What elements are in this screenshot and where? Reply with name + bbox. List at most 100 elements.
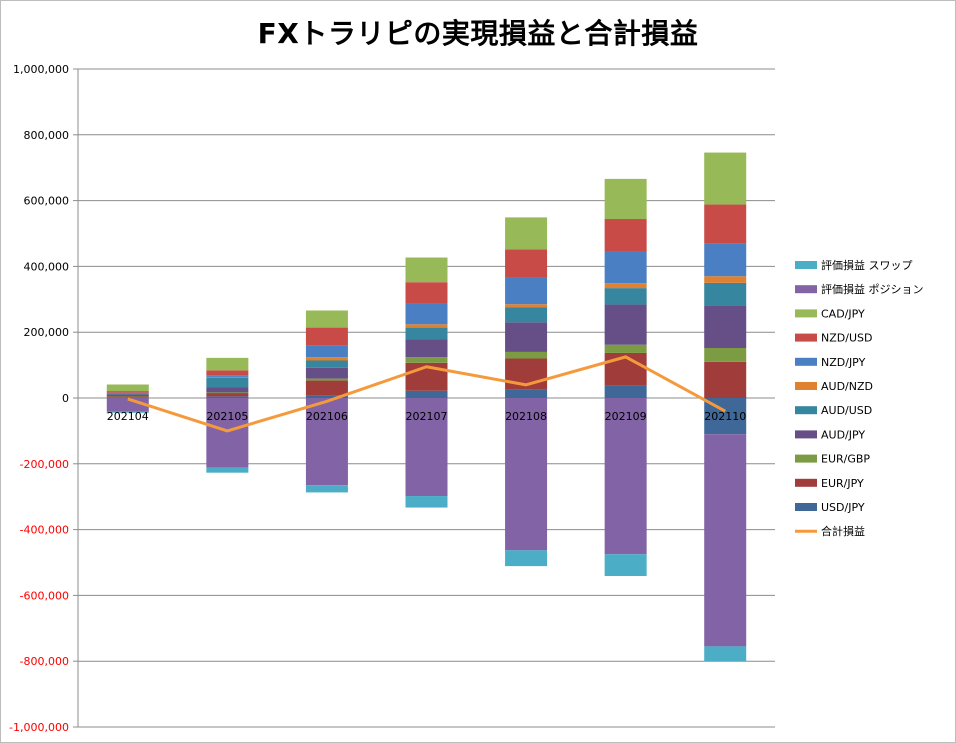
y-tick-label: 0: [62, 392, 69, 405]
bar-segment: [405, 398, 448, 497]
bar-segment: [604, 554, 647, 576]
bar-segment: [206, 387, 249, 393]
bar-segment: [405, 324, 448, 328]
bar-segment: [704, 434, 747, 647]
legend-swatch: [795, 261, 817, 269]
legend-swatch: [795, 478, 817, 487]
bar-segment: [106, 396, 149, 398]
x-tick-label: 202110: [704, 410, 746, 423]
bar-segment: [704, 361, 747, 398]
bar-segment: [305, 380, 348, 396]
bar-segment: [704, 276, 747, 283]
bar-segment: [305, 378, 348, 381]
y-tick-label: 800,000: [24, 129, 70, 142]
bar-segment: [305, 367, 348, 379]
x-tick-label: 202109: [605, 410, 647, 423]
legend-label: USD/JPY: [821, 501, 865, 514]
bar-segment: [106, 391, 149, 393]
bar-segment: [704, 347, 747, 362]
bar-segment: [106, 394, 149, 397]
bar-segment: [206, 396, 249, 398]
y-tick-label: 600,000: [24, 195, 70, 208]
bar-segment: [604, 304, 647, 345]
y-tick-label: 200,000: [24, 326, 70, 339]
bar-segment: [505, 249, 548, 278]
bar-segment: [206, 393, 249, 397]
bar-segment: [305, 357, 348, 361]
y-tick-label: -400,000: [20, 524, 69, 537]
bar-segment: [604, 398, 647, 555]
legend-label: AUD/JPY: [821, 428, 865, 441]
bar-segment: [206, 377, 249, 388]
legend-label: 合計損益: [821, 524, 865, 538]
bar-segment: [305, 327, 348, 346]
bar-segment: [305, 345, 348, 358]
legend-swatch: [795, 454, 817, 463]
bar-segment: [505, 389, 548, 398]
bar-segment: [305, 310, 348, 328]
bar-segment: [206, 467, 249, 473]
legend-label: 評価損益 ポジション: [821, 282, 924, 296]
bar-segment: [704, 152, 747, 205]
x-tick-label: 202107: [406, 410, 448, 423]
bar-segment: [405, 257, 448, 283]
y-tick-label: 400,000: [24, 260, 70, 273]
bar-segment: [604, 288, 647, 305]
legend-swatch: [795, 503, 817, 511]
legend-swatch: [795, 430, 817, 439]
bar-segment: [505, 307, 548, 323]
legend-swatch: [795, 382, 817, 390]
y-tick-label: 1,000,000: [13, 63, 69, 76]
bar-segment: [505, 322, 548, 352]
x-tick-label: 202108: [505, 410, 547, 423]
bar-segment: [405, 496, 448, 508]
legend-label: 評価損益 スワップ: [821, 258, 913, 272]
legend-swatch: [795, 309, 817, 318]
bar-segment: [206, 375, 249, 377]
bar-segment: [106, 393, 149, 395]
x-tick-label: 202105: [206, 410, 248, 423]
bar-segment: [505, 351, 548, 359]
y-tick-label: -600,000: [20, 589, 69, 602]
bar-segment: [505, 398, 548, 551]
legend-label: NZD/USD: [821, 332, 872, 345]
legend-label: EUR/GBP: [821, 453, 870, 466]
bar-segment: [604, 219, 647, 252]
bar-segment: [604, 344, 647, 353]
bar-segment: [405, 303, 448, 325]
bar-segment: [604, 178, 647, 220]
bar-segment: [305, 395, 348, 398]
legend-swatch: [795, 285, 817, 294]
legend-label: NZD/JPY: [821, 356, 866, 369]
bar-segment: [106, 392, 149, 394]
bar-segment: [405, 327, 448, 340]
bar-segment: [505, 550, 548, 567]
bar-segment: [206, 357, 249, 371]
y-tick-label: -1,000,000: [9, 721, 69, 734]
legend-label: AUD/USD: [821, 404, 872, 417]
bar-segment: [106, 411, 149, 413]
bar-segment: [405, 390, 448, 398]
bar-segment: [106, 384, 149, 392]
legend-label: CAD/JPY: [821, 307, 865, 320]
bar-segment: [704, 282, 747, 306]
bar-segment: [704, 243, 747, 277]
bar-segment: [604, 251, 647, 284]
bar-segment: [704, 305, 747, 348]
legend-swatch: [795, 333, 817, 342]
bar-segment: [106, 396, 149, 397]
bar-segment: [505, 217, 548, 250]
bar-segment: [305, 398, 348, 486]
legend-swatch: [795, 357, 817, 366]
x-tick-label: 202106: [306, 410, 348, 423]
y-tick-label: -800,000: [20, 655, 69, 668]
legend-label: EUR/JPY: [821, 477, 864, 490]
bar-segment: [505, 304, 548, 308]
bar-segment: [604, 385, 647, 398]
bar-segment: [704, 204, 747, 244]
total-line: [127, 355, 726, 433]
bar-segment: [405, 339, 448, 358]
bar-segment: [604, 283, 647, 289]
